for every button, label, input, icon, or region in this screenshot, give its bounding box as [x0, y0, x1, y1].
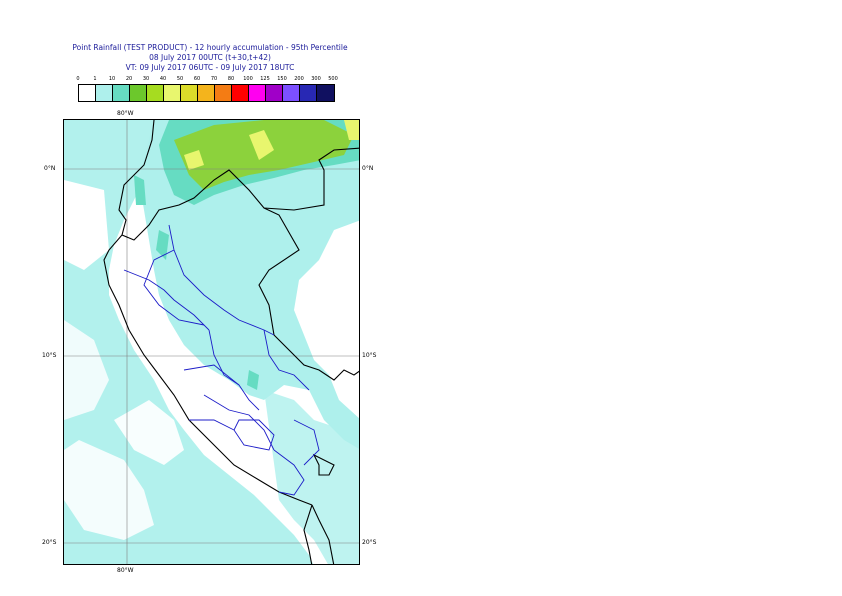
map-panel [63, 119, 360, 565]
legend-threshold-label: 300 [311, 76, 321, 82]
legend-threshold-label: 1 [93, 76, 97, 82]
country-borders [103, 120, 359, 564]
legend-swatch [283, 85, 300, 101]
legend-threshold-label: 100 [243, 76, 253, 82]
legend-swatch [96, 85, 113, 101]
legend-threshold-label: 500 [328, 76, 338, 82]
legend-threshold-label: 10 [108, 76, 116, 82]
lat-label-right-10: 10°S [362, 352, 377, 359]
map-svg [64, 120, 359, 564]
legend-swatch [198, 85, 215, 101]
rainfall-ocean [64, 120, 314, 564]
legend-threshold-label: 50 [176, 76, 184, 82]
legend-threshold-label: 0 [76, 76, 80, 82]
legend-labels: 0 1 10 20 30 40 50 60 70 80 100 125 150 200 300 500 [0, 76, 842, 84]
legend-threshold-label: 125 [260, 76, 270, 82]
legend-swatch [266, 85, 283, 101]
rainfall-heavy [134, 120, 359, 390]
lat-label-left-20: 20°S [42, 539, 57, 546]
legend-swatch [181, 85, 198, 101]
legend-threshold-label: 30 [142, 76, 150, 82]
legend-colorbar [78, 84, 335, 102]
lon-label-bottom: 80°W [117, 567, 134, 574]
legend-swatch [147, 85, 164, 101]
legend-threshold-label: 200 [294, 76, 304, 82]
legend-threshold-label: 150 [277, 76, 287, 82]
map-title-line1: Point Rainfall (TEST PRODUCT) - 12 hourl… [72, 43, 348, 52]
legend-swatch [249, 85, 266, 101]
legend-swatch [130, 85, 147, 101]
legend-swatch [215, 85, 232, 101]
region-borders [123, 224, 320, 496]
map-title-line3: VT: 09 July 2017 06UTC - 09 July 2017 18… [125, 63, 295, 72]
legend-swatch [300, 85, 317, 101]
lat-label-right-20: 20°S [362, 539, 377, 546]
legend-swatch [113, 85, 130, 101]
legend-threshold-label: 40 [159, 76, 167, 82]
legend-swatch [164, 85, 181, 101]
legend-threshold-label: 60 [193, 76, 201, 82]
legend-swatch [317, 85, 334, 101]
graticule [64, 120, 359, 564]
lat-label-right-0: 0°N [362, 165, 374, 172]
legend-threshold-label: 20 [125, 76, 133, 82]
legend-swatch [232, 85, 249, 101]
map-title-line2: 08 July 2017 00UTC (t+30,t+42) [149, 53, 271, 62]
lat-label-left-10: 10°S [42, 352, 57, 359]
legend-swatch [79, 85, 96, 101]
lat-label-left-0: 0°N [44, 165, 56, 172]
lon-label-top: 80°W [117, 110, 134, 117]
legend-threshold-label: 80 [227, 76, 235, 82]
legend-threshold-label: 70 [210, 76, 218, 82]
